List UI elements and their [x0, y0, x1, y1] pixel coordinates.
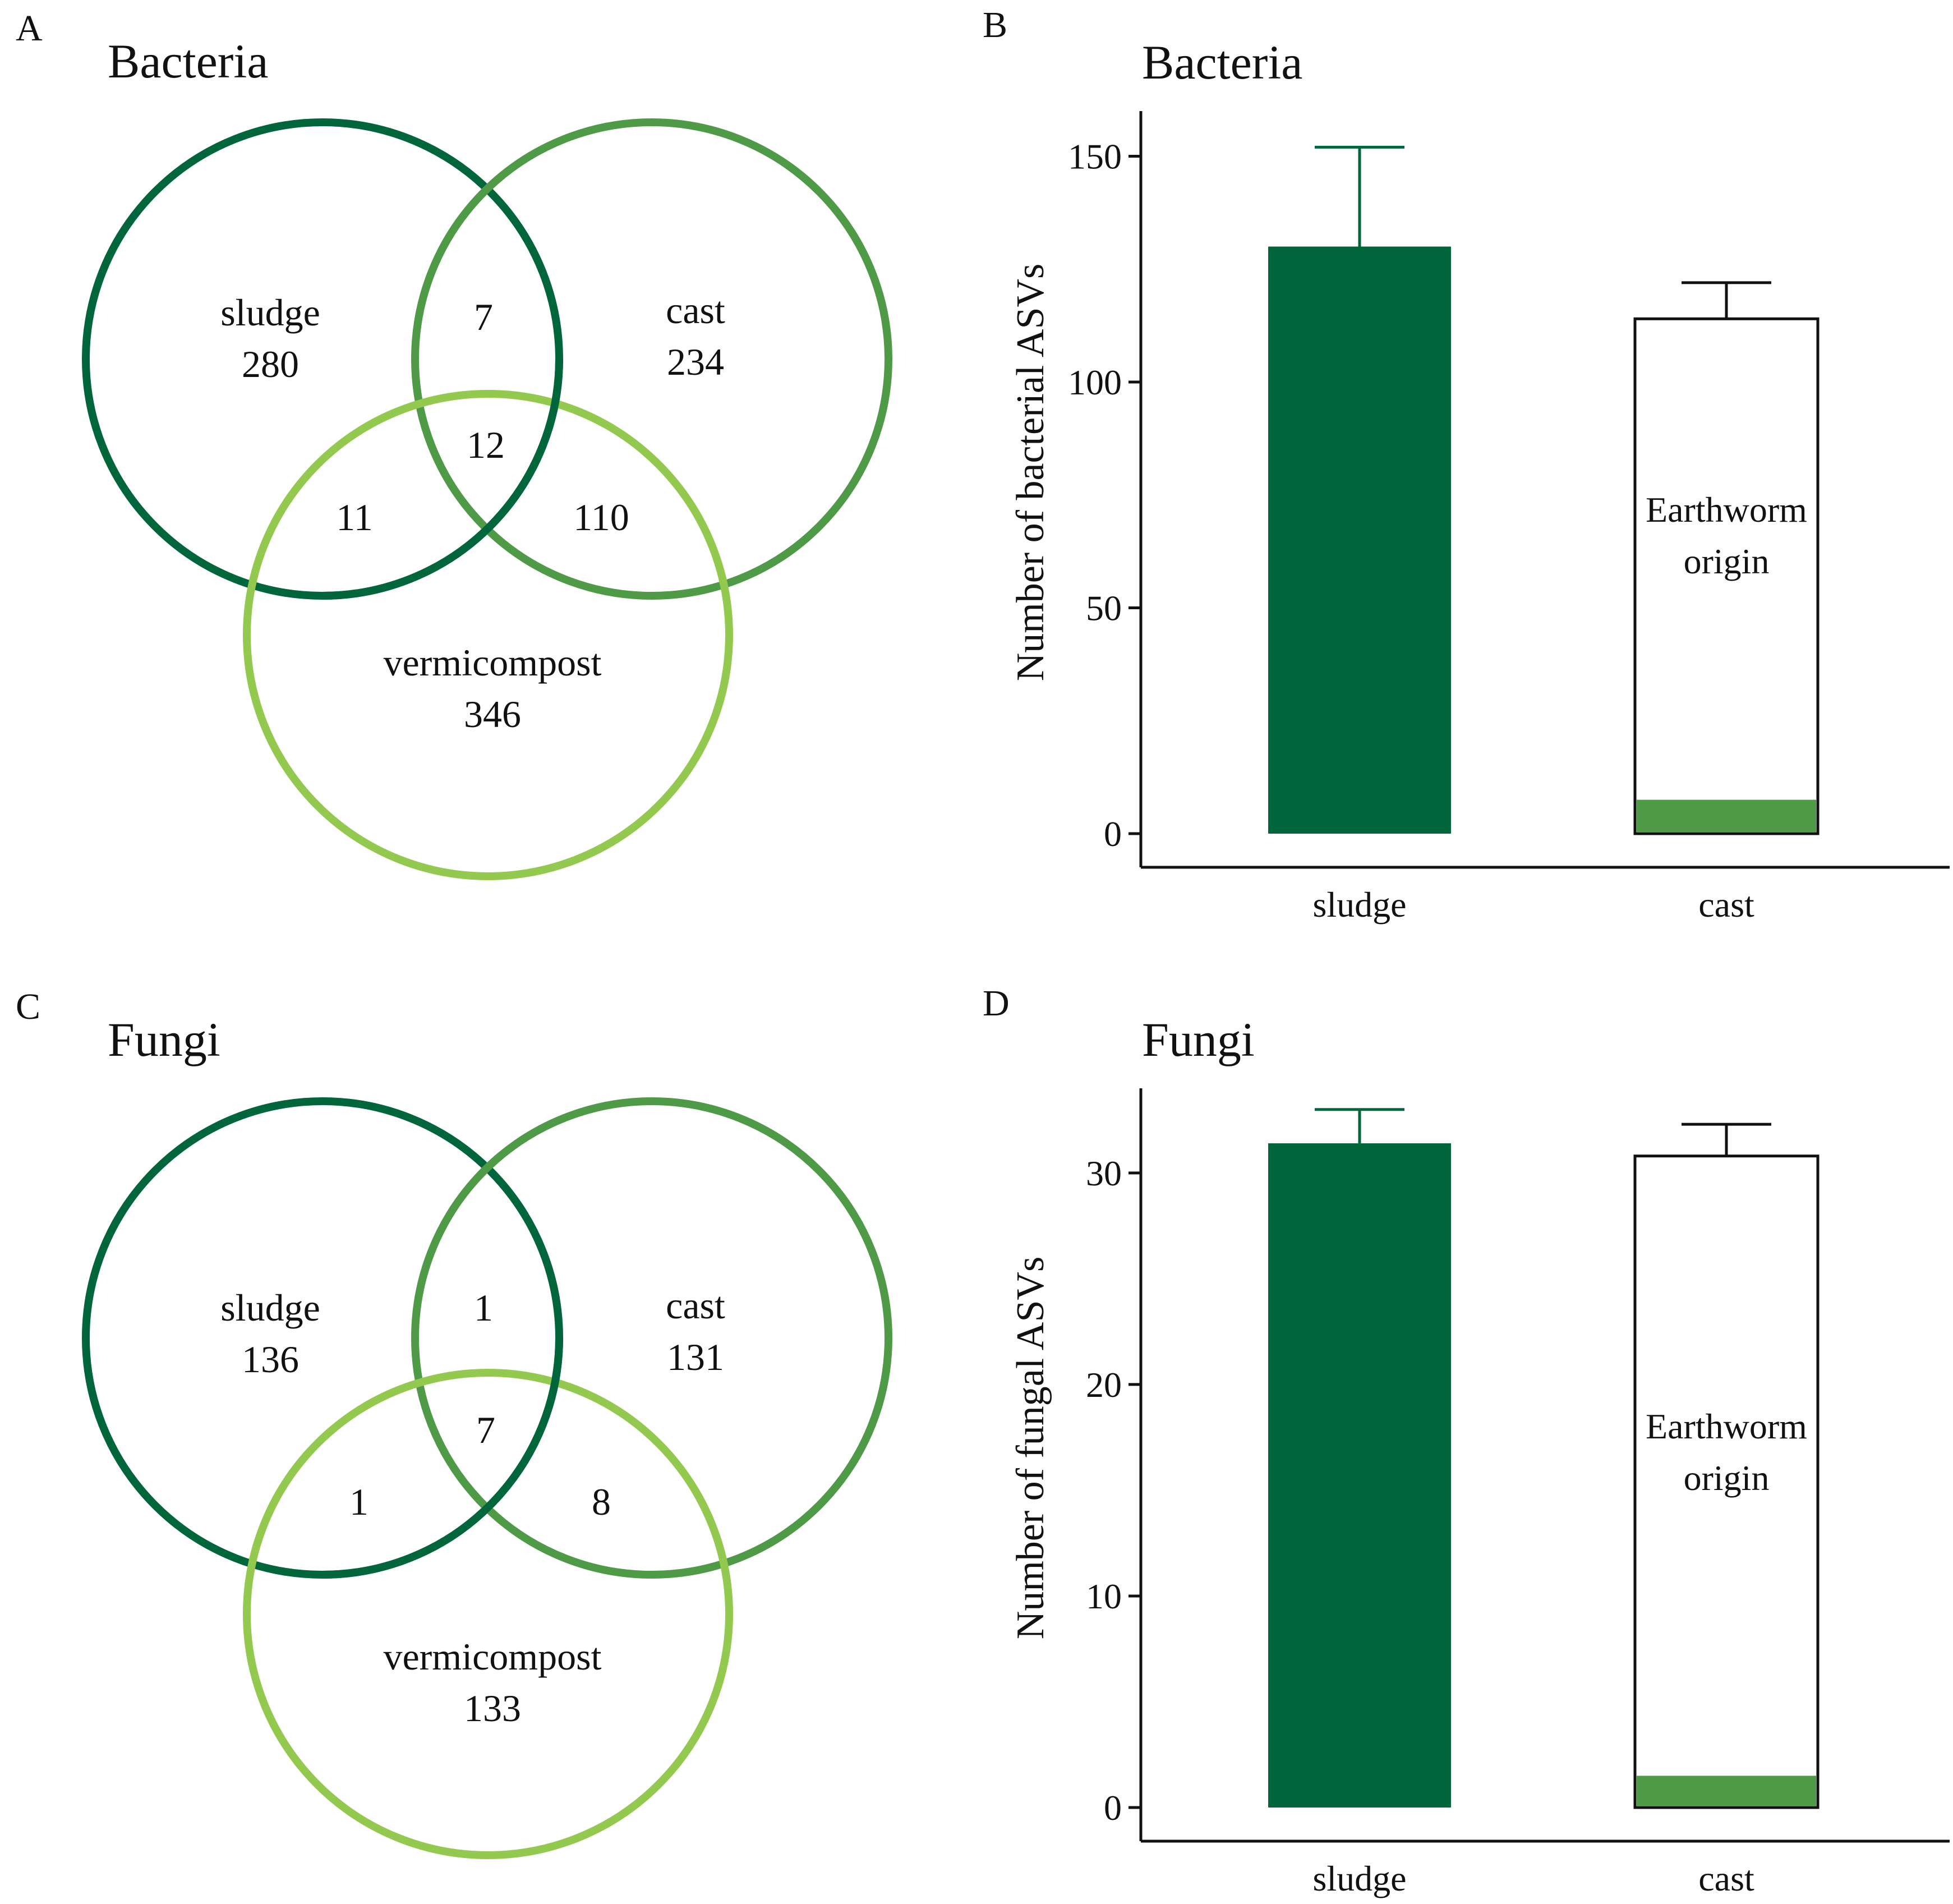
panel-d-y-tick-label: 10	[1086, 1576, 1122, 1616]
panel-d-y-axis-label: Number of fungal ASVs	[1009, 1257, 1052, 1639]
venn-c-value-all-three: 7	[476, 1409, 495, 1451]
panel-b-x-tick-label-sludge: sludge	[1312, 885, 1406, 925]
panel-b-x-tick-label-cast: cast	[1698, 885, 1754, 925]
venn-a-label-vermicompost: vermicompost	[383, 641, 601, 684]
venn-a-value-cast: 234	[667, 341, 724, 383]
panel-d-bar-note: origin	[1684, 1458, 1770, 1498]
venn-a-label-cast: cast	[666, 289, 725, 332]
venn-c-value-vermicompost: 133	[464, 1687, 521, 1730]
panel-b-y-tick-label: 100	[1068, 362, 1122, 402]
venn-a-value-cast-vermicompost: 110	[573, 496, 629, 539]
panel-b-bar-sludge	[1268, 246, 1451, 834]
venn-c-sludge-arc	[322, 1337, 563, 1579]
venn-a-value-vermicompost: 346	[464, 693, 521, 735]
venn-a-value-sludge-cast: 7	[474, 296, 493, 338]
panel-d-bar-sludge	[1268, 1143, 1451, 1808]
venn-a-value-all-three: 12	[467, 424, 505, 466]
venn-c-label-cast: cast	[666, 1284, 725, 1327]
bar-chart-bacteria: 0 50 100 150 Number of bacterial ASVs sludge E…	[1009, 111, 1950, 925]
panel-d: D Fungi 0 10 20 30 Number of fungal ASVs slud…	[983, 983, 1950, 1898]
panel-b-bar-note: origin	[1684, 541, 1770, 581]
panel-d-letter: D	[983, 983, 1010, 1024]
venn-a-circle-vermicompost	[243, 390, 733, 880]
panel-d-title: Fungi	[1142, 1013, 1255, 1066]
venn-c-value-sludge: 136	[242, 1338, 299, 1381]
panel-b-bar-cast	[1633, 317, 1820, 835]
venn-c-circle-vermicompost	[243, 1369, 733, 1859]
venn-c-value-cast: 131	[667, 1336, 724, 1378]
panel-b-y-tick-label: 150	[1068, 137, 1122, 177]
panel-d-x-tick-label-sludge: sludge	[1312, 1859, 1406, 1898]
venn-c-value-sludge-vermicompost: 1	[349, 1480, 369, 1523]
venn-a-value-sludge: 280	[242, 343, 299, 385]
panel-b-title: Bacteria	[1142, 35, 1302, 89]
panel-a: A Bacteria sludge 280 cast 234 vermicomp…	[16, 8, 892, 880]
panel-d-y-tick-label: 0	[1104, 1788, 1122, 1828]
venn-a-sludge-arc	[322, 358, 563, 600]
panel-d-bar-overlay-earthworm-origin	[1637, 1776, 1816, 1806]
panel-d-y-tick-label: 20	[1086, 1365, 1122, 1405]
venn-a-value-sludge-vermicompost: 11	[336, 496, 372, 539]
panel-d-x-tick-label-cast: cast	[1698, 1859, 1754, 1898]
panel-d-bar-cast	[1633, 1155, 1820, 1809]
panel-c: C Fungi sludge 136 cast 131 vermicompost…	[16, 986, 892, 1859]
venn-c-label-sludge: sludge	[220, 1286, 320, 1329]
panel-a-letter: A	[16, 8, 43, 49]
panel-b-y-tick-label: 0	[1104, 814, 1122, 854]
panel-b-y-tick-label: 50	[1086, 588, 1122, 628]
panel-b-bar-note: Earthworm	[1646, 490, 1807, 530]
venn-c-value-cast-vermicompost: 8	[592, 1480, 611, 1523]
panel-c-letter: C	[16, 986, 40, 1027]
venn-c-value-sludge-cast: 1	[474, 1286, 493, 1329]
venn-c-circle-cast	[411, 1097, 892, 1579]
panel-b-y-axis-label: Number of bacterial ASVs	[1009, 264, 1052, 682]
panel-a-title: Bacteria	[108, 34, 268, 88]
panel-b-bar-overlay-earthworm-origin	[1637, 799, 1816, 833]
venn-a-label-sludge: sludge	[220, 291, 320, 334]
panel-b: B Bacteria 0 50 100 150 Number of bacterial …	[983, 4, 1950, 925]
panel-d-bar-note: Earthworm	[1646, 1406, 1807, 1446]
panel-d-y-tick-label: 30	[1086, 1153, 1122, 1193]
panel-c-title: Fungi	[108, 1013, 220, 1066]
bar-chart-fungi: 0 10 20 30 Number of fungal ASVs sludge Earthw…	[1009, 1088, 1950, 1898]
venn-c-label-vermicompost: vermicompost	[383, 1635, 601, 1678]
venn-a-circle-cast	[411, 118, 892, 600]
panel-b-letter: B	[983, 4, 1007, 45]
